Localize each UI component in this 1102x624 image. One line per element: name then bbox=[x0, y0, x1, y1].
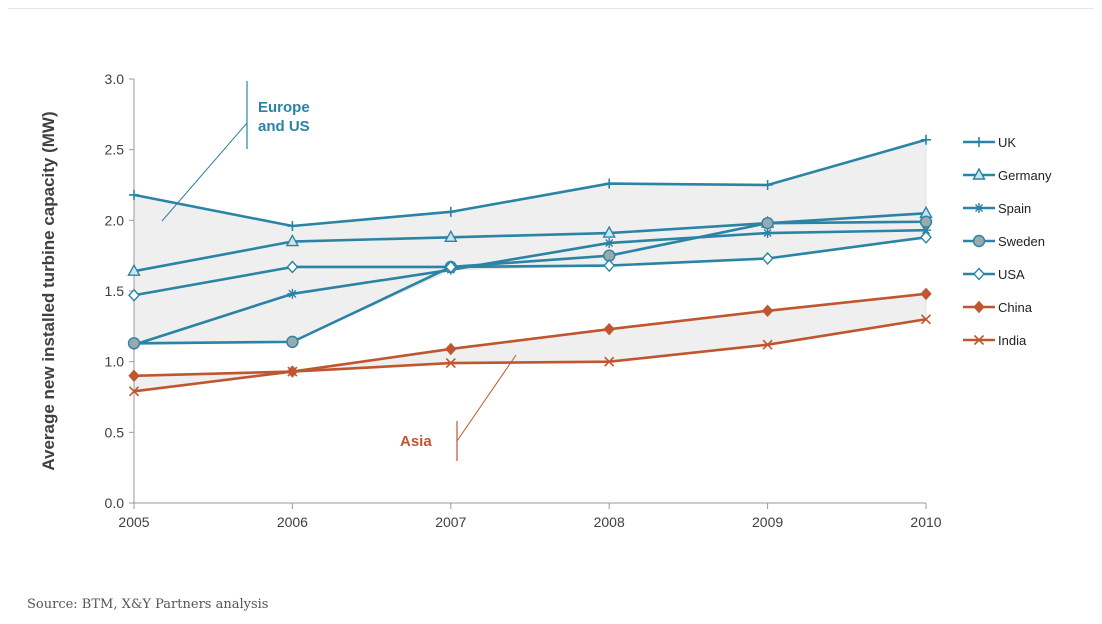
series-india bbox=[128, 314, 932, 397]
legend-marker bbox=[972, 234, 986, 248]
x-tick-label: 2009 bbox=[752, 514, 783, 530]
data-point-germany bbox=[285, 234, 300, 247]
line-chart: 0.0 0.5 1.0 1.5 2.0 2.5 3.0 2005 2006 2007 2008 200… bbox=[39, 71, 1052, 530]
data-point-usa bbox=[603, 259, 616, 273]
data-point-usa bbox=[128, 288, 140, 302]
annotation-label: Asia bbox=[400, 433, 432, 450]
source-note: Source: BTM, X&Y Partners analysis bbox=[27, 597, 269, 612]
data-point-spain bbox=[921, 225, 931, 236]
legend-marker bbox=[973, 300, 985, 314]
legend-marker bbox=[973, 267, 985, 281]
legend-label: USA bbox=[998, 267, 1025, 282]
y-tick-label: 2.5 bbox=[105, 142, 125, 158]
data-point-germany bbox=[444, 229, 458, 242]
annotation-asia: Asia bbox=[400, 354, 517, 461]
data-point-china bbox=[761, 304, 774, 318]
series-line-uk bbox=[133, 138, 927, 228]
series-line-china bbox=[133, 292, 927, 378]
data-point-uk bbox=[287, 220, 298, 231]
data-point-india bbox=[445, 358, 456, 369]
y-tick-label: 0.0 bbox=[105, 495, 125, 511]
data-point-germany bbox=[127, 263, 141, 276]
legend-label: India bbox=[998, 333, 1027, 348]
annotation-label: Europe bbox=[258, 99, 310, 116]
series-line-germany bbox=[133, 211, 927, 273]
legend-label: Spain bbox=[998, 201, 1031, 216]
data-point-germany bbox=[602, 225, 616, 238]
data-point-uk bbox=[604, 178, 615, 189]
data-point-uk bbox=[762, 180, 773, 190]
legend-label: Sweden bbox=[998, 234, 1045, 249]
legend-marker bbox=[974, 137, 984, 147]
data-point-uk bbox=[445, 206, 456, 217]
data-point-india bbox=[920, 314, 932, 325]
legend-item-usa: USA bbox=[963, 267, 1025, 282]
data-point-india bbox=[604, 356, 615, 367]
legend-item-uk: UK bbox=[963, 135, 1016, 150]
data-point-usa bbox=[444, 260, 457, 274]
legend-item-china: China bbox=[963, 300, 1033, 315]
series-uk bbox=[129, 134, 931, 231]
y-axis-title: Average new installed turbine capacity (… bbox=[39, 111, 58, 470]
data-point-sweden bbox=[761, 216, 774, 230]
y-tick-label: 1.0 bbox=[105, 354, 125, 370]
data-point-usa bbox=[920, 230, 932, 244]
x-tick-label: 2010 bbox=[910, 514, 941, 530]
y-tick-label: 1.5 bbox=[105, 283, 125, 299]
legend-item-germany: Germany bbox=[963, 167, 1052, 183]
legend-marker bbox=[973, 334, 985, 346]
data-point-china bbox=[603, 322, 615, 336]
data-point-uk bbox=[921, 134, 931, 145]
data-point-india bbox=[762, 339, 773, 350]
x-tick-label: 2007 bbox=[435, 514, 466, 530]
data-point-spain bbox=[287, 288, 298, 299]
x-tick-label: 2005 bbox=[118, 514, 149, 530]
legend-label: Germany bbox=[998, 168, 1052, 183]
legend-label: UK bbox=[998, 135, 1016, 150]
data-point-sweden bbox=[127, 337, 141, 350]
legend-item-spain: Spain bbox=[963, 201, 1031, 216]
y-tick-label: 2.0 bbox=[105, 212, 125, 228]
x-tick-label: 2008 bbox=[594, 514, 625, 530]
series-line-india bbox=[133, 317, 927, 393]
data-point-spain bbox=[762, 228, 773, 239]
data-point-sweden bbox=[286, 335, 299, 349]
callout-leader bbox=[161, 122, 248, 222]
y-tick-label: 0.5 bbox=[105, 424, 125, 440]
data-point-uk bbox=[129, 189, 139, 200]
legend-item-sweden: Sweden bbox=[963, 234, 1045, 249]
annotation-label: and US bbox=[258, 118, 310, 135]
legend-marker bbox=[974, 203, 984, 213]
data-point-india bbox=[287, 366, 298, 377]
series-line-spain bbox=[133, 228, 927, 346]
data-point-india bbox=[128, 386, 140, 397]
data-point-usa bbox=[761, 251, 774, 266]
data-point-sweden bbox=[919, 215, 933, 228]
series-usa bbox=[128, 230, 932, 302]
data-point-china bbox=[920, 287, 932, 301]
series-line-usa bbox=[133, 236, 927, 297]
data-point-usa bbox=[286, 260, 299, 274]
callout-leader bbox=[456, 354, 517, 442]
annotation-europe-us: Europe and US bbox=[161, 81, 310, 222]
data-point-china bbox=[445, 342, 457, 356]
y-tick-label: 3.0 bbox=[105, 71, 125, 87]
data-point-spain bbox=[604, 237, 615, 248]
legend-marker bbox=[972, 167, 986, 180]
data-point-china bbox=[128, 369, 140, 383]
x-tick-label: 2006 bbox=[277, 514, 308, 530]
legend-label: China bbox=[998, 300, 1033, 315]
chart-frame: 0.0 0.5 1.0 1.5 2.0 2.5 3.0 2005 2006 2007 2008 200… bbox=[8, 8, 1094, 619]
legend-item-india: India bbox=[963, 333, 1027, 348]
series-line-sweden bbox=[133, 220, 927, 345]
